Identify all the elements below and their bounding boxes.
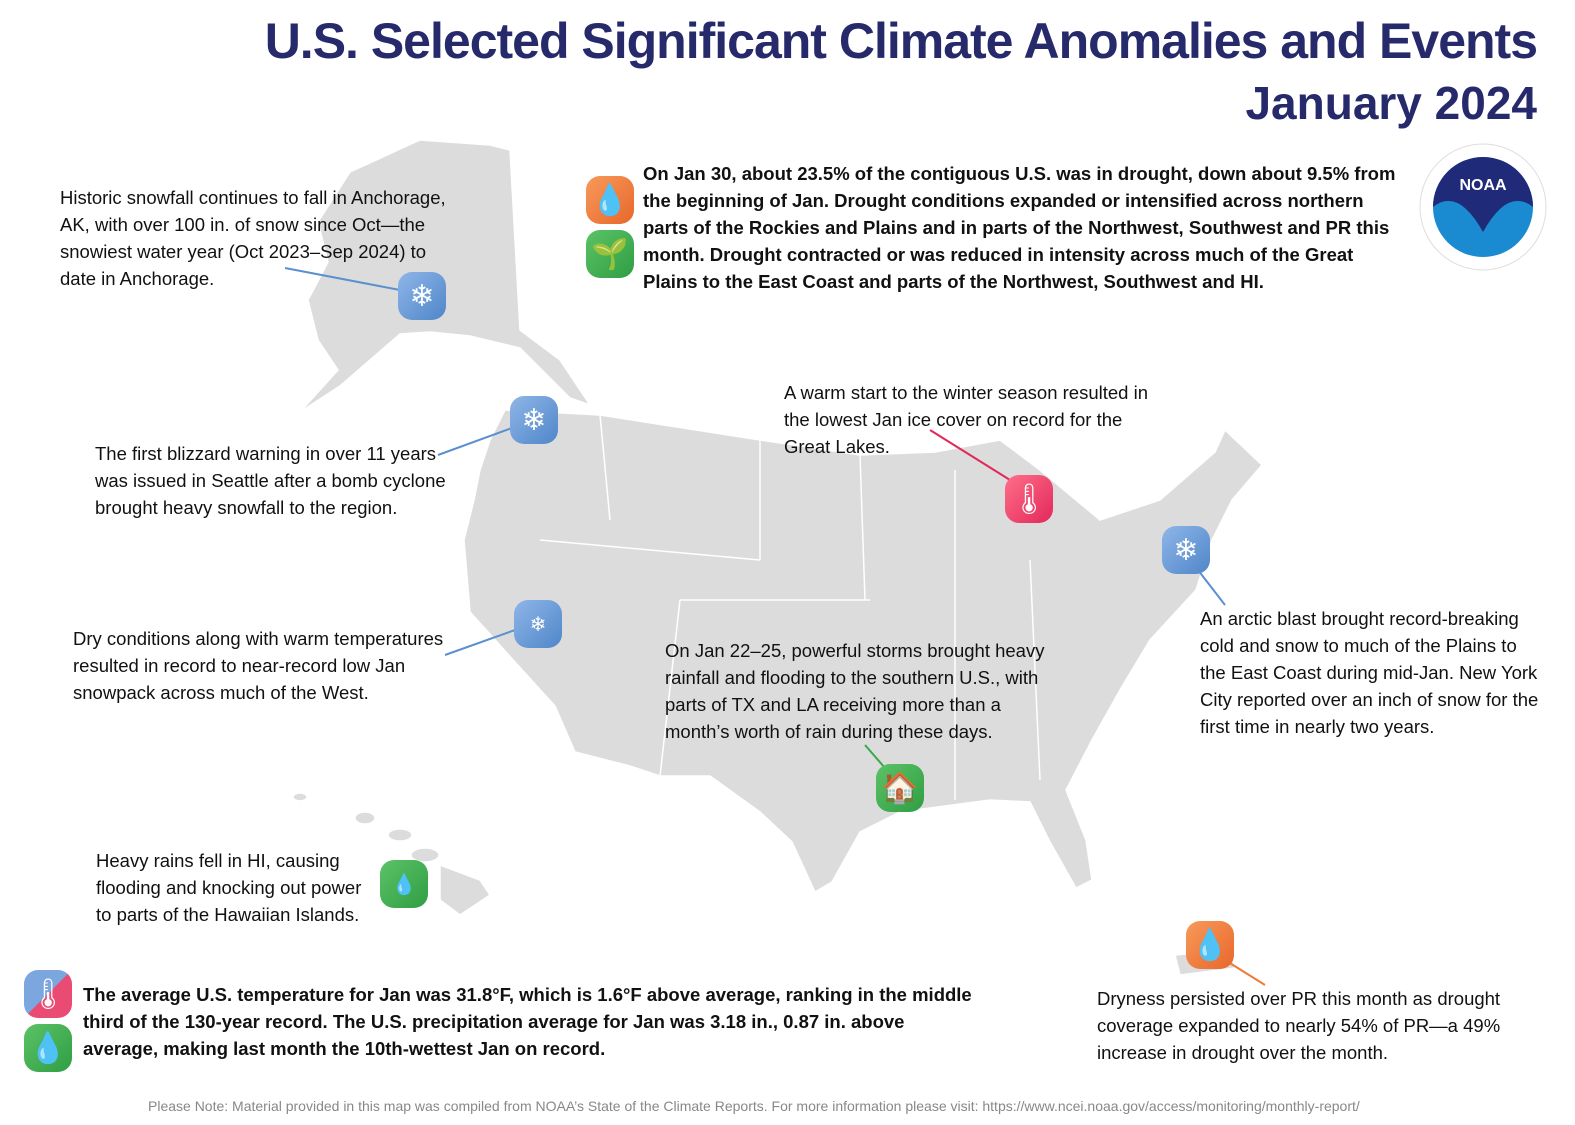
drought-summary-text: On Jan 30, about 23.5% of the contiguous… [643, 163, 1396, 292]
low-snowpack-icon: ❄ [514, 600, 562, 648]
snowflake-icon: ❄ [510, 396, 558, 444]
snowflake-icon: ❄ [1162, 526, 1210, 574]
page-title: U.S. Selected Significant Climate Anomal… [264, 13, 1538, 69]
puerto-rico-text: Dryness persisted over PR this month as … [1097, 988, 1501, 1063]
drought-improvement-icon: 🌱 [586, 230, 634, 278]
snowflake-icon: ❄ [398, 272, 446, 320]
thermometer-icon: 🌡 [1005, 475, 1053, 523]
flood-icon: 🏠 [876, 764, 924, 812]
temperature-icon: 🌡 [24, 970, 72, 1018]
hawaii-text: Heavy rains fell in HI, causing flooding… [96, 850, 362, 925]
drought-icon: 💧 [586, 176, 634, 224]
great-lakes-text: A warm start to the winter season result… [784, 382, 1149, 457]
seattle-text: The first blizzard warning in over 11 ye… [95, 443, 446, 518]
precipitation-icon: 💧 [24, 1024, 72, 1072]
state-borders [539, 414, 1041, 800]
arctic-blast-text: An arctic blast brought record-breaking … [1200, 608, 1539, 737]
alaska-text: Historic snowfall continues to fall in A… [60, 187, 446, 289]
svg-text:NOAA: NOAA [1459, 177, 1507, 194]
footer-note: Please Note: Material provided in this m… [148, 1098, 1360, 1114]
national-summary-text: The average U.S. temperature for Jan was… [83, 984, 972, 1059]
drought-icon: 💧 [1186, 921, 1234, 969]
noaa-logo: NOAA [1418, 142, 1548, 272]
southern-storms-text: On Jan 22–25, powerful storms brought he… [665, 640, 1045, 742]
contiguous-us-shape [463, 409, 1264, 894]
page-subtitle: January 2024 [1245, 77, 1537, 129]
alaska-shape [299, 139, 592, 413]
heavy-rain-icon: 💧 [380, 860, 428, 908]
hawaii-shape [292, 792, 492, 916]
snowpack-text: Dry conditions along with warm temperatu… [73, 628, 444, 703]
